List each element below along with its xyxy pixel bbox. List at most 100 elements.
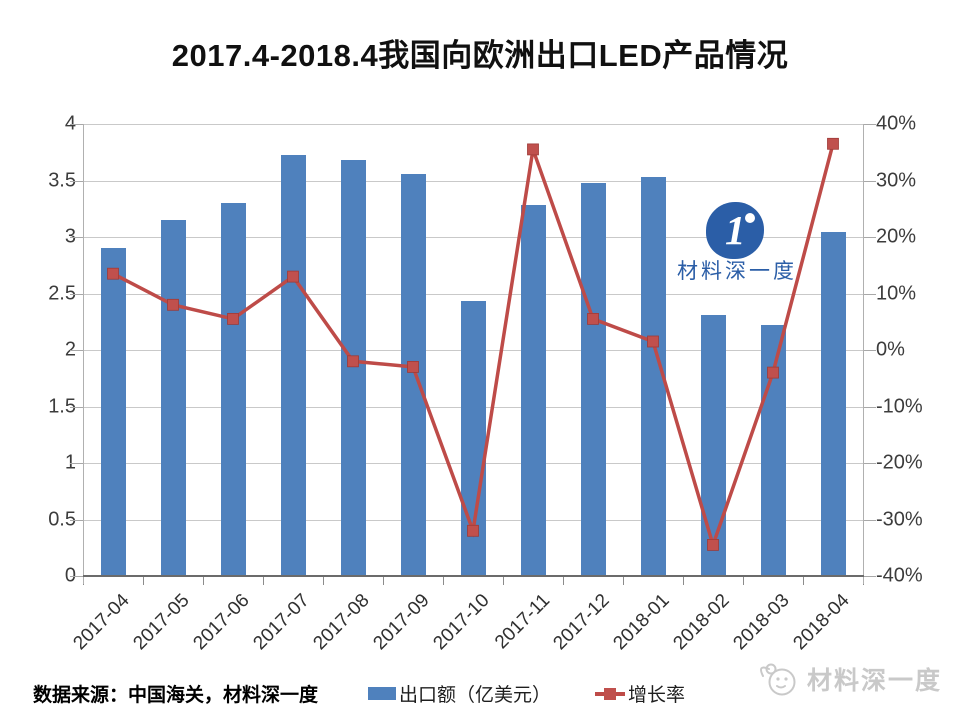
x-axis-label-2018-01: 2018-01 [609, 590, 674, 655]
x-axis-label-2017-11: 2017-11 [490, 590, 554, 654]
right-axis-tick-label: 0% [876, 338, 905, 361]
left-axis-tick-label: 3.5 [48, 169, 76, 192]
right-axis-line [863, 124, 864, 584]
line-marker-2017-10 [467, 524, 479, 537]
left-axis-tick-label: 2.5 [48, 282, 76, 305]
bar-2017-04 [100, 248, 126, 576]
brand-text: 材料深一度 [806, 667, 942, 695]
legend-export-label: 出口额（亿美元） [399, 685, 552, 706]
right-axis-tick-label: -30% [876, 508, 923, 531]
legend-bar-swatch-icon [368, 687, 396, 700]
line-marker-2017-04 [107, 267, 119, 280]
x-tick-mark [563, 577, 564, 585]
x-axis-label-2017-10: 2017-10 [429, 590, 494, 655]
y-tick-mark [863, 463, 876, 464]
bar-2018-02 [700, 315, 726, 576]
left-axis-line [83, 124, 84, 584]
right-axis-tick-label: -40% [876, 564, 923, 587]
y-tick-mark [863, 237, 876, 238]
brand-mark: 材料深一度 [756, 659, 942, 699]
x-tick-mark [263, 577, 264, 585]
growth-line [112, 143, 835, 551]
bar-2017-09 [400, 174, 426, 576]
y-tick-mark [863, 520, 876, 521]
line-marker-2017-09 [407, 360, 419, 373]
x-axis-label-2017-05: 2017-05 [129, 590, 194, 655]
bar-2017-07 [280, 155, 306, 576]
line-marker-2017-12 [587, 312, 599, 325]
bar-2017-12 [580, 183, 606, 576]
plot-area: 1 材料深一度 [83, 124, 863, 576]
bar-2017-05 [160, 220, 186, 576]
x-axis-label-2017-08: 2017-08 [309, 590, 374, 655]
left-axis-tick-label: 1 [0, 452, 76, 475]
line-marker-2017-05 [167, 298, 179, 311]
y-tick-mark [70, 520, 83, 521]
x-axis-label-2017-09: 2017-09 [369, 590, 434, 655]
x-axis-label-2018-02: 2018-02 [669, 590, 734, 655]
x-tick-mark [803, 577, 804, 585]
data-source-note: 数据来源：中国海关，材料深一度 [33, 685, 319, 706]
right-axis-tick-label: 20% [876, 225, 917, 248]
x-tick-mark [203, 577, 204, 585]
right-axis-tick-label: -10% [876, 395, 923, 418]
bar-2018-01 [640, 177, 666, 576]
line-series [107, 137, 839, 551]
legend-item-growth: 增长率 [595, 680, 685, 707]
legend-growth-label: 增长率 [628, 685, 686, 706]
x-axis-label-2018-04: 2018-04 [789, 590, 854, 655]
left-axis-tick-label: 3 [0, 226, 76, 249]
chart-title: 2017.4-2018.4我国向欧洲出口LED产品情况 [171, 38, 789, 73]
x-tick-mark [683, 577, 684, 585]
gridline [83, 237, 863, 238]
x-axis-label-2017-04: 2017-04 [69, 590, 134, 655]
gridline [83, 294, 863, 295]
right-axis-tick-label: 30% [876, 169, 917, 192]
y-tick-mark [70, 124, 83, 125]
watermark-logo: 1 [706, 202, 764, 259]
x-axis-line [83, 575, 864, 577]
line-marker-2017-11 [527, 143, 539, 156]
left-axis-tick-label: 1.5 [48, 395, 76, 418]
x-tick-mark [323, 577, 324, 585]
y-tick-mark [70, 407, 83, 408]
y-tick-mark [70, 294, 83, 295]
watermark-logo-glyph: 1 [725, 207, 746, 253]
x-tick-mark [503, 577, 504, 585]
x-tick-mark [143, 577, 144, 585]
line-marker-2018-04 [827, 137, 839, 150]
line-marker-2017-08 [347, 355, 359, 368]
bar-2018-04 [820, 232, 846, 576]
line-marker-2018-01 [647, 335, 659, 348]
legend-item-export: 出口额（亿美元） [368, 680, 551, 707]
bar-2017-11 [520, 205, 546, 576]
y-tick-mark [863, 350, 876, 351]
line-marker-2017-06 [227, 312, 239, 325]
watermark-logo-dot-icon [745, 213, 755, 223]
line-marker-2018-03 [767, 366, 779, 379]
x-axis-label-2018-03: 2018-03 [729, 590, 794, 655]
y-tick-mark [70, 576, 83, 577]
x-axis-label-2017-12: 2017-12 [549, 590, 614, 655]
y-tick-mark [863, 576, 876, 577]
gridline [83, 181, 863, 182]
y-tick-mark [70, 350, 83, 351]
left-axis-tick-label: 0.5 [48, 508, 76, 531]
left-axis-tick-label: 4 [0, 113, 76, 136]
y-tick-mark [863, 407, 876, 408]
right-axis-tick-label: 40% [876, 112, 917, 135]
y-tick-mark [70, 463, 83, 464]
y-tick-mark [863, 294, 876, 295]
legend-line-marker-icon [595, 687, 626, 701]
line-marker-2018-02 [707, 538, 719, 551]
x-axis-label-2017-06: 2017-06 [189, 590, 254, 655]
y-tick-mark [70, 181, 83, 182]
y-tick-mark [70, 237, 83, 238]
line-marker-2017-07 [287, 270, 299, 283]
x-tick-mark [383, 577, 384, 585]
watermark-text: 材料深一度 [677, 259, 797, 283]
left-axis-tick-label: 2 [0, 339, 76, 362]
left-axis-tick-label: 0 [0, 565, 76, 588]
bar-2017-08 [340, 160, 366, 576]
